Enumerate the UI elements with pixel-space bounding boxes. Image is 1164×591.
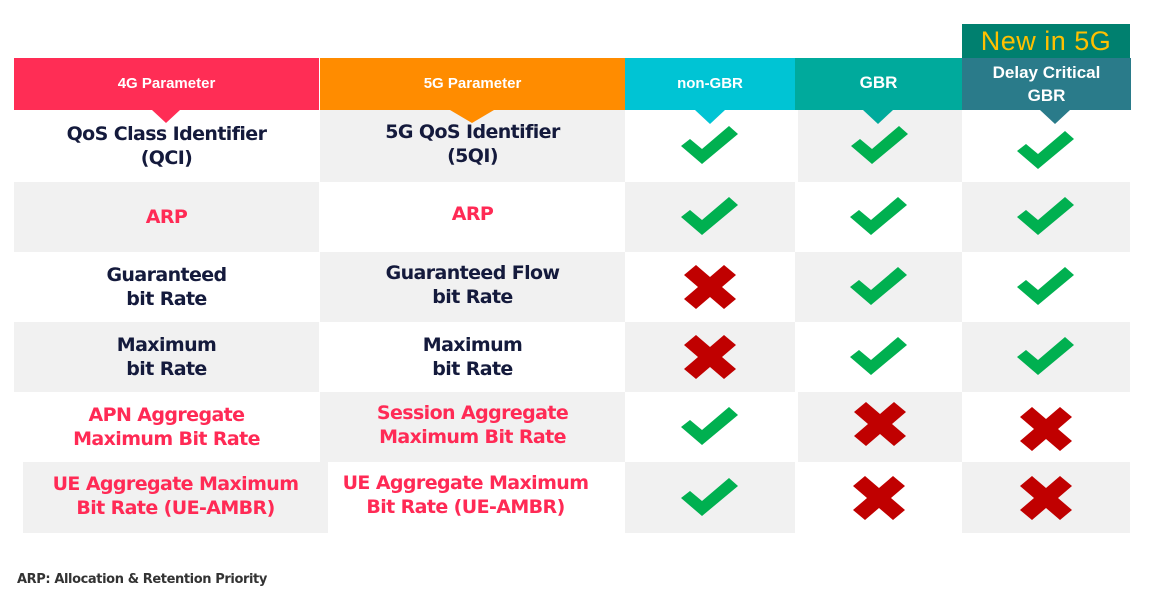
header-delay-critical-line1: Delay Critical [992, 63, 1101, 82]
param-text-line1: QoS Class Identifier [66, 123, 267, 145]
param-text-line1: 5G QoS Identifier [385, 121, 560, 143]
footnote: ARP: Allocation & Retention Priority [17, 572, 267, 587]
param-text-line1: Session Aggregate [376, 402, 569, 424]
header-4g-pointer [152, 110, 180, 123]
row-apn-ambr-4g: APN Aggregate Maximum Bit Rate [14, 392, 319, 462]
row-gbr-4g: Guaranteed bit Rate [14, 252, 319, 322]
header-4g-parameter: 4G Parameter [14, 58, 319, 110]
check-icon [681, 197, 738, 235]
cross-icon [1020, 475, 1072, 520]
row-ue-ambr-delay-critical [962, 462, 1130, 533]
param-text-line1: Maximum [422, 334, 523, 356]
check-icon [849, 197, 907, 235]
header-delay-critical-line2: GBR [1027, 86, 1066, 105]
check-icon [681, 126, 738, 164]
row-arp-delay-critical [962, 182, 1130, 252]
check-icon [681, 407, 738, 445]
param-text-line2: Bit Rate (UE-AMBR) [366, 495, 565, 518]
row-mbr-4g: Maximum bit Rate [14, 322, 319, 392]
check-icon [1017, 267, 1074, 305]
cross-icon [852, 475, 905, 520]
row-ambr-delay-critical [962, 392, 1130, 462]
row-ue-ambr-5g: UE Aggregate Maximum Bit Rate (UE-AMBR) [328, 462, 625, 533]
row-ambr-non-gbr [625, 392, 795, 462]
check-icon [849, 337, 907, 375]
check-icon [681, 477, 738, 516]
new-in-5g-badge: New in 5G [962, 24, 1130, 59]
param-text-line1: ARP [145, 206, 188, 228]
row-mbr-non-gbr [625, 322, 795, 392]
cross-icon [684, 265, 736, 309]
param-text-line1: Maximum [116, 334, 217, 356]
param-text-line1: ARP [451, 203, 494, 225]
row-session-ambr-5g: Session Aggregate Maximum Bit Rate [320, 392, 625, 462]
row-arp-5g: ARP [320, 182, 625, 252]
header-delay-critical-pointer [1040, 110, 1070, 124]
param-text-line2: (5QI) [447, 145, 498, 167]
param-text-line2: bit Rate [432, 286, 513, 308]
row-gbr-non-gbr [625, 252, 795, 322]
row-ue-ambr-4g: UE Aggregate Maximum Bit Rate (UE-AMBR) [23, 462, 328, 533]
row-gbr-5g: Guaranteed Flow bit Rate [320, 252, 625, 322]
row-mbr-gbr [795, 322, 962, 392]
header-4g-label: 4G Parameter [117, 75, 216, 92]
row-mbr-delay-critical [962, 322, 1130, 392]
check-icon [849, 267, 907, 305]
footnote-text: ARP: Allocation & Retention Priority [17, 572, 267, 587]
param-text-line2: Maximum Bit Rate [379, 426, 566, 448]
check-icon [1017, 197, 1074, 235]
row-mbr-5g: Maximum bit Rate [320, 322, 625, 392]
header-5g-pointer [450, 110, 494, 123]
row-ue-ambr-gbr [795, 462, 962, 533]
header-gbr-pointer [863, 110, 893, 124]
header-gbr-label: GBR [859, 72, 898, 92]
header-non-gbr-pointer [695, 110, 725, 124]
row-ue-ambr-non-gbr [625, 462, 795, 533]
check-icon [1017, 131, 1074, 169]
new-in-5g-label: New in 5G [980, 26, 1112, 56]
check-icon [1017, 337, 1074, 375]
header-non-gbr: non-GBR [625, 58, 795, 110]
cross-icon [684, 335, 736, 379]
param-text-line1: UE Aggregate Maximum [342, 471, 589, 494]
param-text-line2: bit Rate [432, 358, 513, 380]
param-text-line1: APN Aggregate [88, 404, 246, 426]
header-gbr: GBR [795, 58, 962, 110]
check-icon [851, 126, 908, 164]
row-arp-4g: ARP [14, 182, 319, 252]
param-text-line1: UE Aggregate Maximum [52, 472, 299, 495]
row-qci-5g: 5G QoS Identifier (5QI) [320, 110, 625, 182]
param-text-line2: Maximum Bit Rate [73, 428, 260, 450]
cross-icon [1020, 407, 1072, 451]
param-text-line2: bit Rate [126, 358, 207, 380]
header-non-gbr-label: non-GBR [677, 75, 743, 92]
row-gbr-delay-critical [962, 252, 1130, 322]
param-text-line1: Guaranteed Flow [385, 262, 560, 284]
row-ambr-gbr [798, 392, 962, 462]
row-arp-non-gbr [625, 182, 795, 252]
header-delay-critical-gbr: Delay Critical GBR [962, 58, 1131, 110]
param-text-line2: Bit Rate (UE-AMBR) [76, 496, 275, 519]
cross-icon [854, 402, 906, 446]
param-text-line1: Guaranteed [106, 264, 227, 286]
row-gbr-gbr [795, 252, 962, 322]
header-5g-label: 5G Parameter [423, 75, 522, 92]
param-text-line2: bit Rate [126, 288, 207, 310]
row-arp-gbr [795, 182, 962, 252]
param-text-line2: (QCI) [140, 147, 193, 169]
header-5g-parameter: 5G Parameter [320, 58, 625, 110]
